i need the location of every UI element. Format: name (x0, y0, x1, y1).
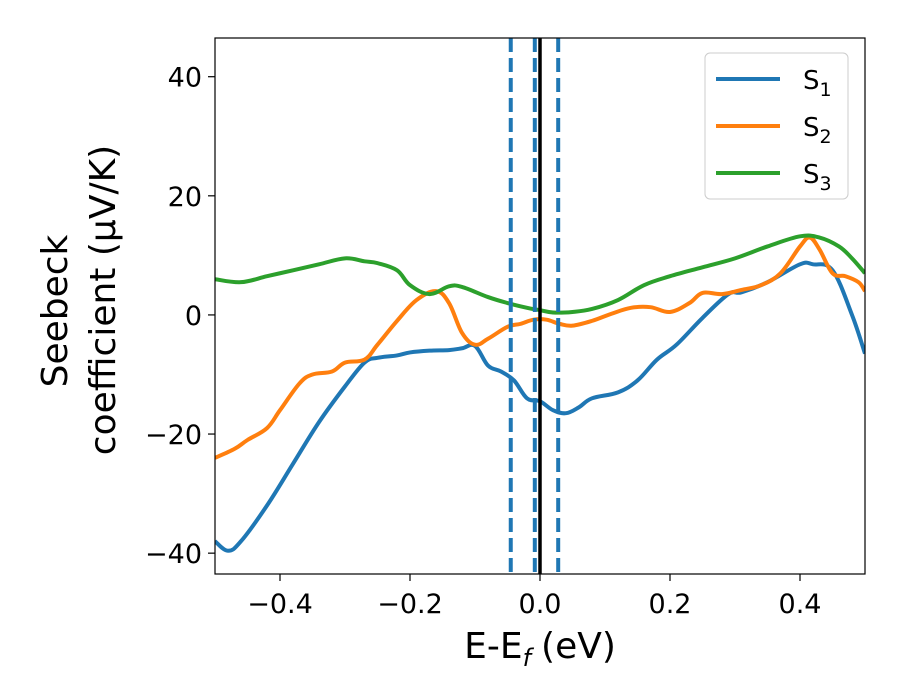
x-axis-ticks: −0.4 −0.2 0.0 0.2 0.4 (247, 574, 821, 620)
y-axis-label-line2: coefficient (μV/K) (83, 145, 124, 455)
y-tick-label: −20 (145, 420, 202, 451)
x-tick-label: 0.4 (779, 589, 822, 620)
x-tick-label: −0.2 (377, 589, 443, 620)
legend-label-s2: S2 (803, 113, 832, 148)
x-tick-label: 0.2 (649, 589, 692, 620)
x-axis-label-sub: f (523, 644, 535, 672)
y-axis-ticks: −40 −20 0 20 40 (145, 63, 215, 570)
x-tick-label: 0.0 (519, 589, 562, 620)
y-tick-label: −40 (145, 539, 202, 570)
y-tick-label: 40 (168, 63, 202, 94)
series-line-s3 (215, 233, 865, 315)
x-axis-label-main: E-E (464, 626, 522, 667)
x-axis-label: E-Ef (eV) (464, 626, 616, 672)
y-tick-label: 0 (185, 301, 202, 332)
legend-label-s1: S1 (803, 66, 832, 101)
series-line-s1 (215, 260, 865, 553)
plot-lines (215, 38, 865, 574)
x-tick-label: −0.4 (247, 589, 313, 620)
legend-label-s3: S3 (803, 160, 832, 195)
legend: S1 S2 S3 (704, 52, 849, 200)
x-axis-label-unit: (eV) (541, 626, 616, 667)
y-tick-label: 20 (168, 182, 202, 213)
y-axis-label-line1: Seebeck (35, 234, 76, 387)
